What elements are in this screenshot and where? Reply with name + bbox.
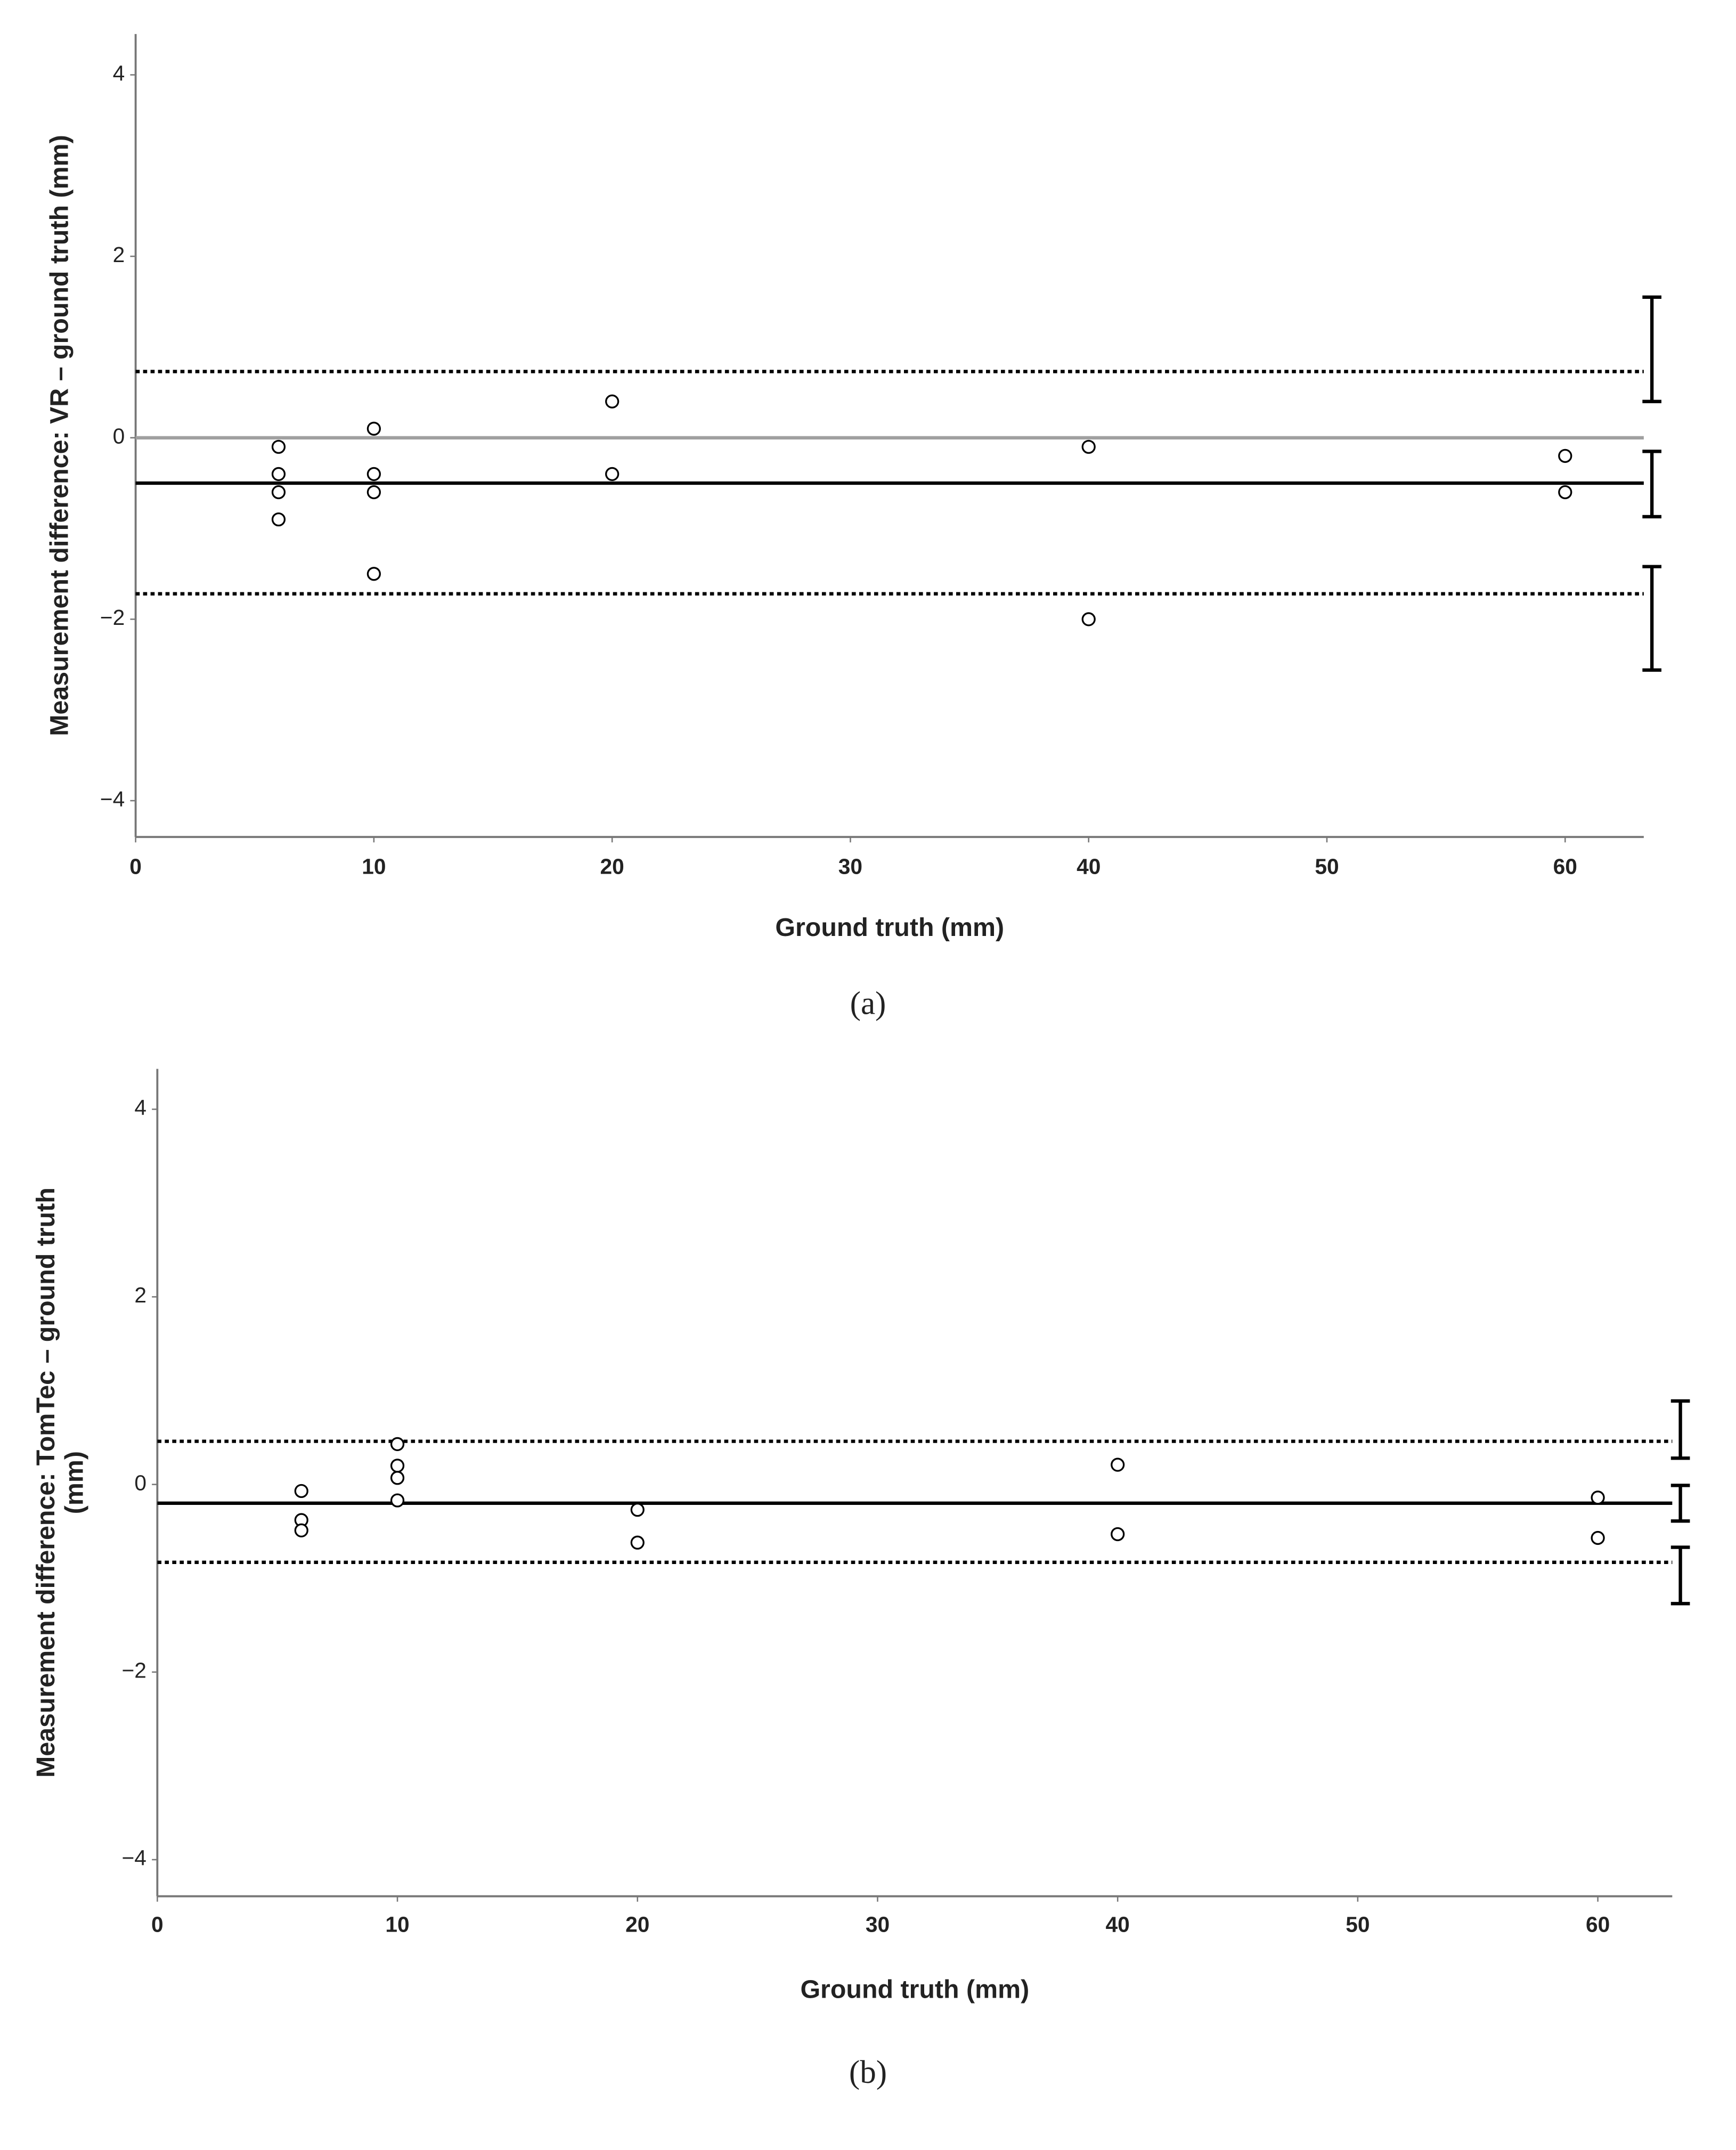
y-tick-label: −2	[100, 605, 125, 630]
data-point	[390, 1493, 405, 1508]
x-axis-title: Ground truth (mm)	[800, 1975, 1029, 2004]
data-point	[271, 467, 286, 482]
x-tick-label: 50	[1315, 854, 1339, 878]
y-axis-title: Measurement difference: VR – ground trut…	[45, 135, 74, 736]
data-point	[1591, 1530, 1605, 1545]
data-point	[366, 421, 381, 436]
caption: (b)	[849, 2055, 887, 2090]
y-tick-label: −4	[122, 1846, 146, 1870]
data-point	[366, 485, 381, 500]
data-point	[390, 1437, 405, 1452]
y-tick-label: 4	[113, 61, 125, 85]
x-tick-label: 30	[866, 1912, 890, 1936]
data-point	[390, 1459, 405, 1473]
data-point	[271, 485, 286, 500]
x-tick-label: 20	[625, 1912, 649, 1936]
y-tick-label: −2	[122, 1658, 146, 1683]
data-point	[630, 1535, 645, 1550]
y-tick-label: 2	[113, 242, 125, 267]
x-tick-label: 60	[1553, 854, 1577, 878]
x-tick-label: 50	[1346, 1912, 1370, 1936]
data-point	[294, 1523, 308, 1538]
data-point	[605, 394, 620, 409]
y-tick-label: 0	[113, 424, 125, 449]
data-point	[1081, 439, 1096, 454]
data-point	[1558, 485, 1572, 500]
data-point	[605, 467, 620, 482]
x-tick-label: 10	[385, 1912, 409, 1936]
data-point	[1591, 1491, 1605, 1505]
data-point	[366, 467, 381, 482]
x-tick-label: 60	[1586, 1912, 1610, 1936]
x-tick-label: 30	[838, 854, 862, 878]
x-tick-label: 40	[1106, 1912, 1130, 1936]
caption: (a)	[850, 986, 886, 1021]
y-axis-title: Measurement difference: TomTec – ground …	[31, 1187, 60, 1778]
data-point	[271, 439, 286, 454]
y-tick-label: 0	[134, 1470, 146, 1495]
y-tick-label: 2	[134, 1283, 146, 1307]
x-tick-label: 20	[600, 854, 624, 878]
data-point	[630, 1503, 645, 1517]
data-point	[271, 512, 286, 527]
data-point	[1081, 612, 1096, 626]
data-point	[390, 1471, 405, 1485]
data-point	[366, 567, 381, 581]
x-tick-label: 40	[1077, 854, 1101, 878]
data-point	[1111, 1457, 1125, 1472]
x-tick-label: 10	[362, 854, 386, 878]
y-tick-label: −4	[100, 787, 125, 811]
x-tick-label: 0	[151, 1912, 164, 1936]
data-point	[294, 1484, 308, 1499]
x-axis-title: Ground truth (mm)	[775, 913, 1004, 942]
data-point	[1111, 1527, 1125, 1542]
data-point	[1558, 449, 1572, 463]
y-axis-title: (mm)	[60, 1451, 88, 1514]
y-tick-label: 4	[134, 1095, 146, 1120]
x-tick-label: 0	[129, 854, 142, 878]
